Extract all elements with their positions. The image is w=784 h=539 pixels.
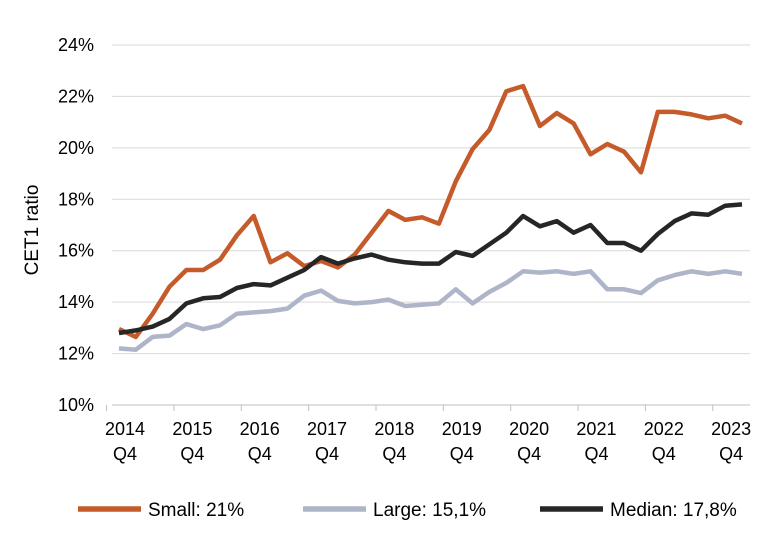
y-tick-label: 10% xyxy=(58,395,94,415)
series-line xyxy=(118,83,743,340)
x-tick-label-year: 2016 xyxy=(240,419,280,439)
y-tick-label: 24% xyxy=(58,35,94,55)
y-tick-labels: 10% 12% 14% 16% 18% 20% 22% 24% xyxy=(58,35,94,415)
y-tick-label: 14% xyxy=(58,292,94,312)
x-tick-label-year: 2019 xyxy=(442,419,482,439)
x-tick-label-year: 2017 xyxy=(307,419,347,439)
y-tick-label: 20% xyxy=(58,138,94,158)
x-tick-label-year: 2018 xyxy=(374,419,414,439)
y-tick-label: 22% xyxy=(58,86,94,106)
y-axis-title: CET1 ratio xyxy=(22,185,43,276)
x-tick-label-quarter: Q4 xyxy=(584,444,608,464)
x-tick-label-quarter: Q4 xyxy=(517,444,541,464)
x-tick-labels: 2014 Q4 2015 Q4 2016 Q4 2017 Q4 2018 Q4 2019 Q4 2020… xyxy=(105,419,751,464)
x-tick-label-quarter: Q4 xyxy=(652,444,676,464)
y-tick-label: 18% xyxy=(58,189,94,209)
series-lines xyxy=(118,83,743,352)
legend-label: Median: 17,8% xyxy=(610,500,737,521)
x-tick-label-quarter: Q4 xyxy=(180,444,204,464)
x-tick-label-year: 2022 xyxy=(644,419,684,439)
x-tick-label-quarter: Q4 xyxy=(315,444,339,464)
legend: Small: 21% Large: 15,1% Median: 17,8% xyxy=(78,500,737,521)
x-tick-label-year: 2020 xyxy=(509,419,549,439)
x-axis xyxy=(106,404,750,411)
series-line xyxy=(118,269,743,352)
x-tick-label-year: 2014 xyxy=(105,419,145,439)
legend-label: Small: 21% xyxy=(148,500,244,521)
x-tick-label-quarter: Q4 xyxy=(248,444,272,464)
x-tick-label-year: 2021 xyxy=(576,419,616,439)
x-tick-label-quarter: Q4 xyxy=(450,444,474,464)
x-tick-label-quarter: Q4 xyxy=(719,444,743,464)
legend-label: Large: 15,1% xyxy=(373,500,486,521)
gridlines xyxy=(112,44,750,355)
x-tick-label-year: 2023 xyxy=(711,419,751,439)
y-tick-label: 12% xyxy=(58,344,94,364)
x-tick-label-quarter: Q4 xyxy=(382,444,406,464)
x-tick-label-year: 2015 xyxy=(172,419,212,439)
y-tick-label: 16% xyxy=(58,241,94,261)
x-tick-label-quarter: Q4 xyxy=(113,444,137,464)
series-line xyxy=(118,202,743,336)
